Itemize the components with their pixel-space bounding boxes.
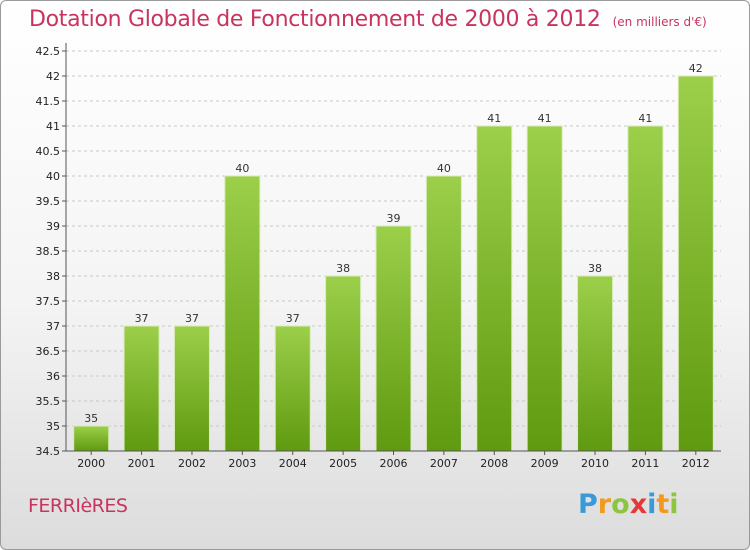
bar-2011	[627, 125, 664, 452]
proxiti-logo: Proxiti	[578, 489, 679, 520]
data-label: 35	[84, 412, 98, 425]
chart-title-text: Dotation Globale de Fonctionnement de 20…	[29, 7, 601, 32]
data-label: 40	[437, 162, 451, 175]
bars	[73, 75, 714, 452]
x-tick-label: 2012	[682, 457, 710, 470]
x-tick-label: 2001	[128, 457, 156, 470]
logo-letter: x	[629, 489, 648, 520]
bar-2008	[476, 125, 513, 452]
data-label: 38	[336, 262, 350, 275]
chart-subtitle: (en milliers d'€)	[612, 15, 707, 29]
data-label: 41	[538, 112, 552, 125]
x-tick-label: 2010	[581, 457, 609, 470]
y-tick-label: 42	[46, 70, 60, 83]
y-tick-label: 38	[46, 270, 60, 283]
data-label: 37	[185, 312, 199, 325]
y-tick-label: 41	[46, 120, 60, 133]
bar-2007	[425, 175, 462, 452]
bar-2000	[73, 425, 110, 452]
bar-2009	[526, 125, 563, 452]
bar-2010	[577, 275, 614, 452]
x-tick-label: 2004	[279, 457, 307, 470]
x-tick-label: 2008	[480, 457, 508, 470]
data-label: 39	[387, 212, 401, 225]
x-tick-label: 2011	[631, 457, 659, 470]
y-tick-label: 35	[46, 420, 60, 433]
chart-title: Dotation Globale de Fonctionnement de 20…	[29, 7, 707, 32]
logo-letter: i	[669, 489, 679, 520]
data-label: 41	[487, 112, 501, 125]
y-tick-label: 41.5	[36, 95, 61, 108]
y-tick-label: 34.5	[36, 445, 61, 458]
bar-2006	[375, 225, 412, 452]
y-tick-label: 42.5	[36, 45, 61, 58]
x-tick-label: 2006	[380, 457, 408, 470]
x-tick-labels: 2000 2001 2002 2003 2004 2005 2006 2007 2008 2009…	[77, 451, 710, 470]
y-tick-labels: 34.5 35 35.5 36 36.5 37 37.5 38 38.5 39 39.5 40 40.5…	[36, 45, 66, 458]
logo-letter: o	[611, 489, 630, 520]
y-tick-label: 39.5	[36, 195, 61, 208]
x-tick-label: 2005	[329, 457, 357, 470]
x-tick-label: 2009	[531, 457, 559, 470]
data-label: 38	[588, 262, 602, 275]
x-tick-label: 2002	[178, 457, 206, 470]
data-label: 41	[638, 112, 652, 125]
y-tick-label: 36	[46, 370, 60, 383]
x-tick-label: 2000	[77, 457, 105, 470]
bar-2002	[173, 325, 210, 452]
y-tick-label: 38.5	[36, 245, 61, 258]
y-tick-label: 36.5	[36, 345, 61, 358]
y-tick-label: 39	[46, 220, 60, 233]
y-tick-label: 37.5	[36, 295, 61, 308]
bar-2001	[123, 325, 160, 452]
x-tick-label: 2007	[430, 457, 458, 470]
data-label: 42	[689, 62, 703, 75]
x-tick-label: 2003	[228, 457, 256, 470]
y-tick-label: 37	[46, 320, 60, 333]
y-tick-label: 35.5	[36, 395, 61, 408]
commune-name: FERRIèRES	[28, 495, 128, 517]
data-labels: 35 37 37 40 37 38 39 40 41 41 38 41 42	[84, 62, 703, 425]
logo-letter: P	[578, 489, 598, 520]
y-tick-label: 40.5	[36, 145, 61, 158]
data-label: 37	[135, 312, 149, 325]
bar-2012	[677, 75, 714, 452]
logo-letter: t	[656, 489, 670, 520]
logo-letter: i	[647, 489, 657, 520]
bar-2004	[274, 325, 311, 452]
data-label: 37	[286, 312, 300, 325]
data-label: 40	[235, 162, 249, 175]
logo-letter: r	[597, 489, 612, 520]
bar-2005	[325, 275, 362, 452]
bar-2003	[224, 175, 261, 452]
y-tick-label: 40	[46, 170, 60, 183]
